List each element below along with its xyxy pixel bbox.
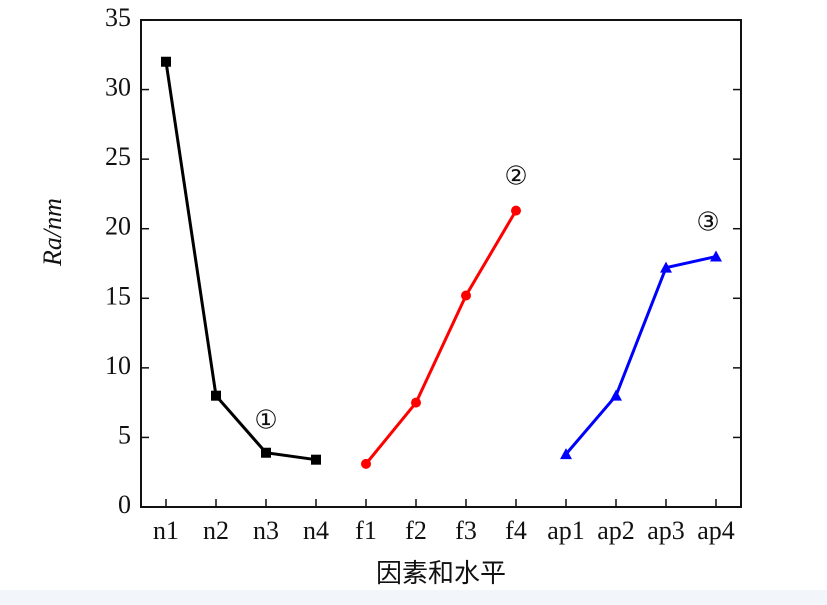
marker <box>560 448 572 460</box>
marker <box>361 458 371 469</box>
marker <box>610 389 622 401</box>
x-tick-label: n3 <box>253 516 279 545</box>
y-tick-label: 30 <box>105 73 131 102</box>
x-tick-label: ap4 <box>697 516 735 545</box>
marker <box>461 290 471 301</box>
annotation: ③ <box>696 208 719 237</box>
series-line <box>364 209 518 465</box>
bottom-band <box>0 590 827 605</box>
marker <box>161 56 171 67</box>
marker <box>710 250 722 262</box>
y-tick-label: 20 <box>105 212 131 241</box>
x-tick-label: n4 <box>303 516 329 545</box>
x-tick-label: f4 <box>505 516 527 545</box>
y-tick-label: 25 <box>105 142 131 171</box>
series-line <box>564 255 717 456</box>
x-tick-label: n2 <box>203 516 229 545</box>
y-tick-label: 35 <box>105 3 131 32</box>
x-tick-label: f3 <box>455 516 477 545</box>
x-tick-label: f1 <box>355 516 377 545</box>
marker <box>311 454 321 465</box>
marker <box>211 390 221 401</box>
x-tick-label: ap1 <box>547 516 585 545</box>
x-tick-label: ap3 <box>647 516 685 545</box>
x-tick-label: f2 <box>405 516 427 545</box>
y-axis-label: Ra/nm <box>38 198 67 267</box>
series-line <box>164 61 317 462</box>
marker <box>511 205 521 216</box>
x-axis-label: 因素和水平 <box>376 559 506 588</box>
y-tick-label: 10 <box>105 351 131 380</box>
x-tick-label: ap2 <box>597 516 635 545</box>
x-tick-label: n1 <box>153 516 179 545</box>
annotation: ① <box>254 406 277 435</box>
y-tick-label: 15 <box>105 281 131 310</box>
y-tick-label: 0 <box>118 490 131 519</box>
marker <box>660 261 672 273</box>
y-tick-label: 5 <box>118 420 131 449</box>
marker <box>411 397 421 408</box>
annotation: ② <box>504 162 527 191</box>
plot-frame <box>140 19 742 508</box>
marker <box>261 447 271 458</box>
